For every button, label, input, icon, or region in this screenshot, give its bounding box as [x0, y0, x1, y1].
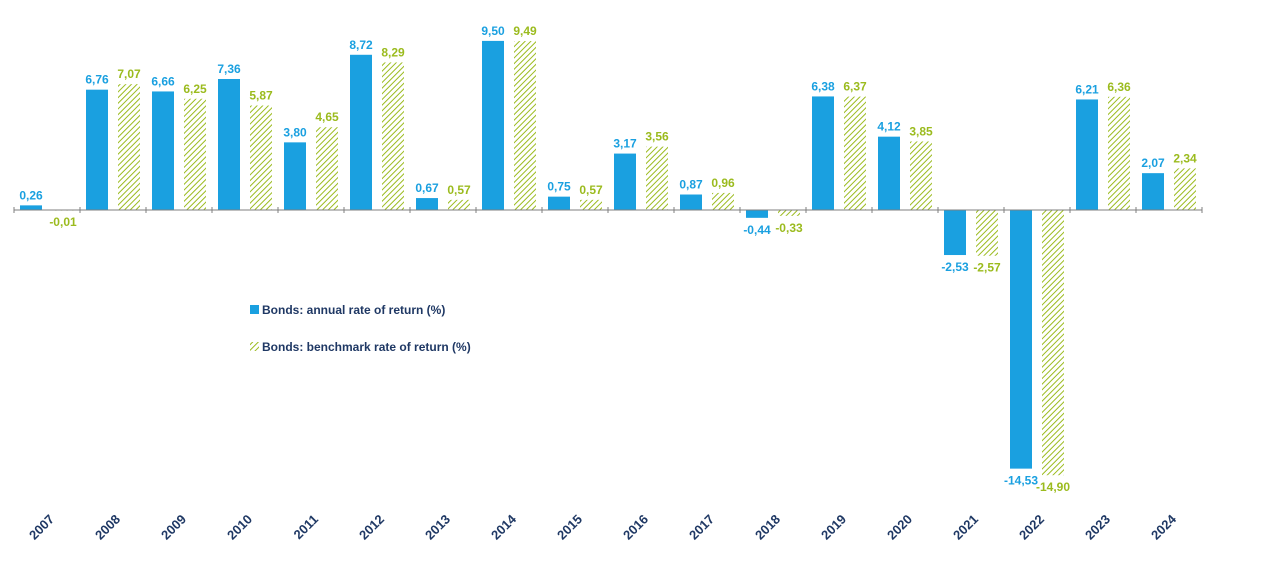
- data-label-annual-2022: -14,53: [1004, 474, 1038, 488]
- bar-annual-2020: [878, 136, 900, 210]
- data-label-annual-2021: -2,53: [941, 260, 969, 274]
- tick-label-2013: 2013: [422, 512, 453, 543]
- bar-benchmark-2022: [1042, 210, 1064, 476]
- data-label-benchmark-2013: 0,57: [447, 183, 471, 197]
- data-label-annual-2020: 4,12: [877, 120, 901, 134]
- data-label-annual-2014: 9,50: [481, 24, 505, 38]
- tick-label-2024: 2024: [1148, 511, 1180, 543]
- bar-benchmark-2008: [118, 84, 140, 210]
- bar-benchmark-2013: [448, 199, 470, 210]
- data-label-benchmark-2010: 5,87: [249, 89, 273, 103]
- tick-label-2014: 2014: [488, 511, 520, 543]
- data-label-benchmark-2016: 3,56: [645, 130, 669, 144]
- data-label-annual-2012: 8,72: [349, 38, 373, 52]
- tick-label-2022: 2022: [1016, 512, 1047, 543]
- bar-annual-2014: [482, 40, 504, 211]
- bar-annual-2011: [284, 142, 306, 210]
- tick-label-2023: 2023: [1082, 512, 1113, 543]
- data-label-annual-2011: 3,80: [283, 125, 307, 139]
- tick-label-2015: 2015: [554, 512, 585, 543]
- legend-label-annual: Bonds: annual rate of return (%): [262, 303, 445, 317]
- data-label-annual-2007: 0,26: [19, 188, 43, 202]
- legend-swatch-benchmark: [250, 342, 259, 351]
- bar-benchmark-2017: [712, 192, 734, 210]
- data-label-benchmark-2008: 7,07: [117, 67, 141, 81]
- tick-label-2021: 2021: [950, 512, 981, 543]
- bar-annual-2008: [86, 89, 108, 210]
- bar-benchmark-2016: [646, 146, 668, 210]
- bar-benchmark-2023: [1108, 96, 1130, 210]
- legend: Bonds: annual rate of return (%) Bonds: …: [250, 303, 471, 354]
- data-label-annual-2008: 6,76: [85, 73, 109, 87]
- bar-annual-2018: [746, 210, 768, 218]
- bar-annual-2012: [350, 54, 372, 211]
- bar-benchmark-2011: [316, 127, 338, 210]
- data-label-benchmark-2021: -2,57: [973, 261, 1001, 275]
- data-label-annual-2015: 0,75: [547, 180, 571, 194]
- tick-label-2016: 2016: [620, 512, 651, 543]
- bar-annual-2022: [1010, 210, 1032, 469]
- tick-label-2007: 2007: [26, 512, 57, 543]
- tick-labels: 2007 2008 2009 2010 2011 2012 2013 2014 2015 2016…: [26, 511, 1180, 543]
- x-axis: [13, 207, 1203, 213]
- data-label-benchmark-2022: -14,90: [1036, 480, 1070, 494]
- tick-label-2017: 2017: [686, 512, 717, 543]
- data-label-benchmark-2018: -0,33: [775, 221, 803, 235]
- bar-benchmark-2009: [184, 98, 206, 210]
- bar-benchmark-2019: [844, 96, 866, 210]
- data-label-benchmark-2011: 4,65: [315, 110, 339, 124]
- bar-annual-2021: [944, 210, 966, 256]
- bar-benchmark-2021: [976, 210, 998, 256]
- bar-annual-2013: [416, 198, 438, 210]
- bar-benchmark-2012: [382, 62, 404, 210]
- data-label-annual-2024: 2,07: [1141, 156, 1165, 170]
- bar-annual-2009: [152, 91, 174, 210]
- tick-label-2019: 2019: [818, 512, 849, 543]
- bar-benchmark-2024: [1174, 168, 1196, 210]
- bar-annual-2010: [218, 78, 240, 210]
- data-label-benchmark-2012: 8,29: [381, 45, 405, 59]
- data-label-benchmark-2014: 9,49: [513, 24, 537, 38]
- bar-annual-2015: [548, 196, 570, 210]
- bar-annual-2017: [680, 194, 702, 210]
- data-label-annual-2010: 7,36: [217, 62, 241, 76]
- bar-benchmark-2014: [514, 41, 536, 210]
- tick-label-2011: 2011: [291, 512, 322, 543]
- bar-annual-2016: [614, 153, 636, 210]
- legend-swatch-annual: [250, 305, 259, 314]
- bar-benchmark-2015: [580, 199, 602, 210]
- tick-label-2010: 2010: [224, 512, 255, 543]
- bar-annual-2024: [1142, 173, 1164, 210]
- bar-annual-2023: [1076, 99, 1098, 210]
- bar-benchmark-2018: [778, 210, 800, 216]
- data-label-benchmark-2007: -0,01: [49, 215, 77, 229]
- bar-benchmark-2020: [910, 141, 932, 210]
- data-label-benchmark-2024: 2,34: [1173, 151, 1197, 165]
- data-label-annual-2018: -0,44: [743, 223, 771, 237]
- data-label-annual-2017: 0,87: [679, 178, 703, 192]
- data-label-benchmark-2017: 0,96: [711, 176, 735, 190]
- data-label-benchmark-2009: 6,25: [183, 82, 207, 96]
- tick-label-2012: 2012: [356, 512, 387, 543]
- tick-label-2009: 2009: [158, 512, 189, 543]
- tick-label-2018: 2018: [752, 512, 783, 543]
- data-label-annual-2016: 3,17: [613, 137, 637, 151]
- data-label-annual-2019: 6,38: [811, 79, 835, 93]
- data-label-annual-2009: 6,66: [151, 74, 175, 88]
- tick-label-2020: 2020: [884, 512, 915, 543]
- data-label-benchmark-2020: 3,85: [909, 124, 933, 138]
- tick-label-2008: 2008: [92, 512, 123, 543]
- legend-label-benchmark: Bonds: benchmark rate of return (%): [262, 340, 471, 354]
- data-label-annual-2013: 0,67: [415, 181, 439, 195]
- bar-annual-2007: [20, 205, 42, 210]
- data-label-benchmark-2019: 6,37: [843, 80, 867, 94]
- data-label-benchmark-2023: 6,36: [1107, 80, 1131, 94]
- bar-annual-2019: [812, 96, 834, 210]
- data-label-annual-2023: 6,21: [1075, 82, 1099, 96]
- data-labels: 0,26 -0,01 6,76 7,07 6,66 6,25 7,36 5,87 3,80 4,6…: [19, 24, 1197, 494]
- bars-layer: [20, 40, 1196, 476]
- data-label-benchmark-2015: 0,57: [579, 183, 603, 197]
- bar-benchmark-2010: [250, 105, 272, 210]
